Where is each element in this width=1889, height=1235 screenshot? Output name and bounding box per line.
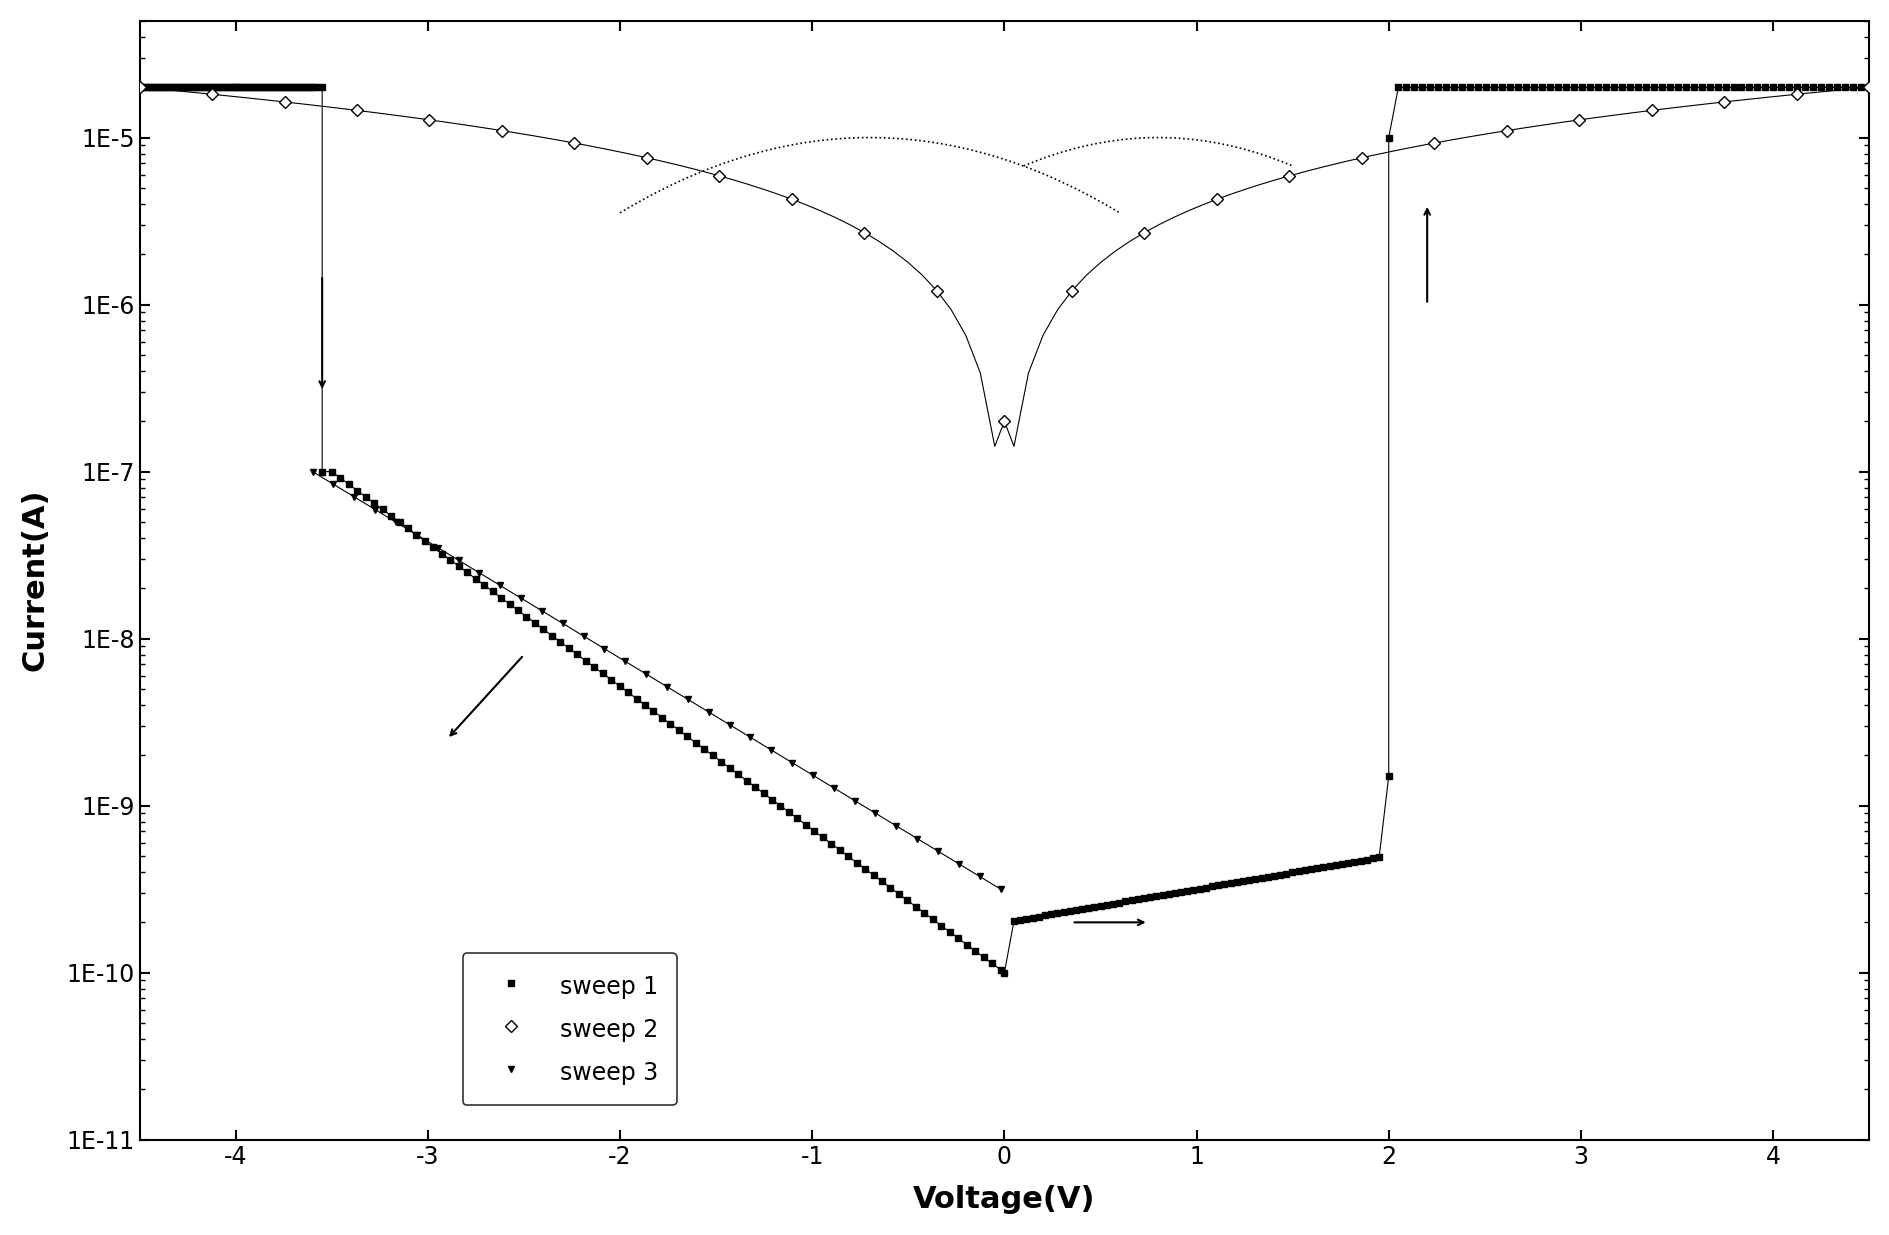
sweep 1 bbox=[992, 966, 1014, 981]
sweep 1 bbox=[1713, 80, 1736, 95]
sweep 3 bbox=[461, 561, 484, 576]
sweep 1 bbox=[128, 80, 151, 95]
sweep 1 bbox=[776, 805, 799, 820]
X-axis label: Voltage(V): Voltage(V) bbox=[912, 1186, 1096, 1214]
sweep 3 bbox=[655, 679, 678, 694]
Y-axis label: Current(A): Current(A) bbox=[21, 489, 49, 672]
sweep 2 bbox=[535, 131, 557, 146]
Line: sweep 1: sweep 1 bbox=[136, 84, 1870, 976]
sweep 2 bbox=[1857, 80, 1880, 95]
sweep 1 bbox=[693, 742, 716, 757]
sweep 3 bbox=[300, 464, 323, 479]
sweep 3 bbox=[710, 713, 733, 727]
sweep 2 bbox=[302, 98, 325, 112]
sweep 2 bbox=[1220, 186, 1243, 201]
sweep 2 bbox=[128, 80, 151, 95]
sweep 3 bbox=[988, 882, 1011, 897]
Legend: sweep 1, sweep 2, sweep 3: sweep 1, sweep 2, sweep 3 bbox=[463, 953, 676, 1105]
sweep 3 bbox=[954, 861, 977, 876]
sweep 2 bbox=[1307, 161, 1330, 175]
sweep 1 bbox=[1368, 850, 1390, 864]
sweep 2 bbox=[1755, 90, 1778, 105]
sweep 1 bbox=[1857, 80, 1880, 95]
sweep 3 bbox=[433, 545, 455, 559]
sweep 1 bbox=[1120, 893, 1143, 908]
Line: sweep 3: sweep 3 bbox=[310, 468, 1003, 893]
Line: sweep 2: sweep 2 bbox=[136, 83, 1872, 451]
sweep 3 bbox=[933, 848, 956, 863]
sweep 1 bbox=[1738, 80, 1761, 95]
sweep 2 bbox=[867, 233, 890, 248]
sweep 2 bbox=[982, 438, 1005, 453]
